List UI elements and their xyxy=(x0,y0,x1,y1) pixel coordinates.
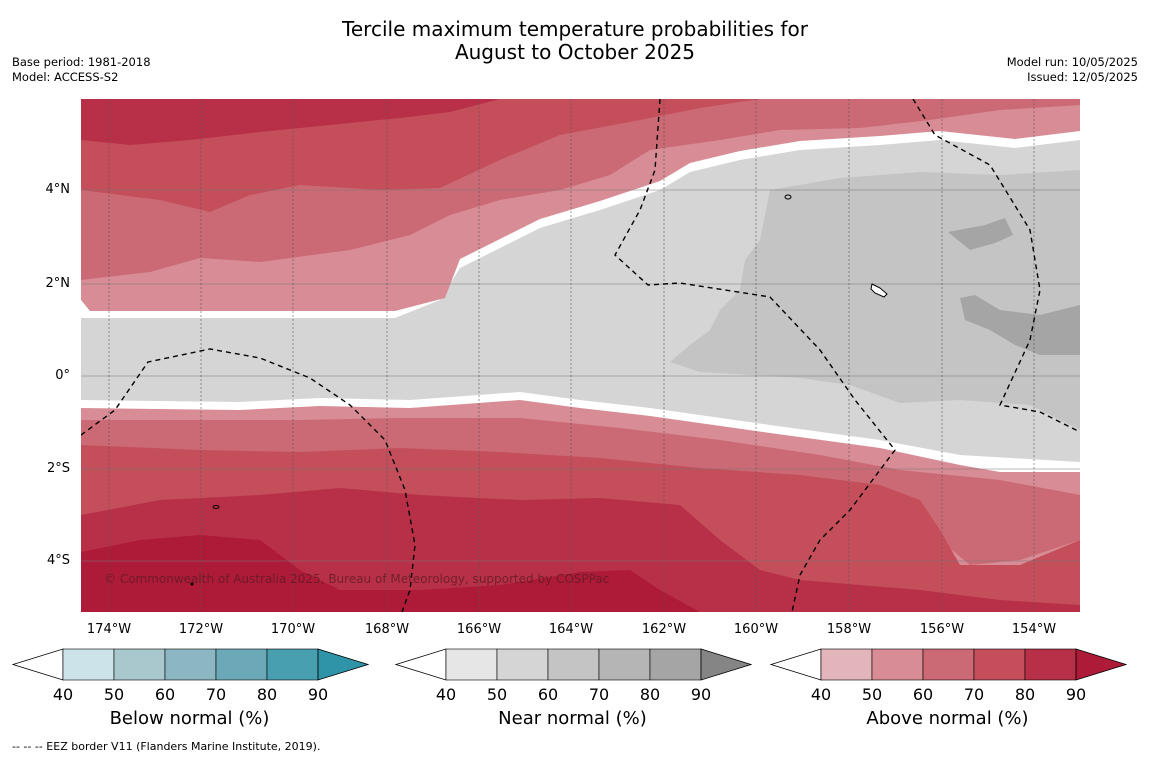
colorbar-low-extend xyxy=(770,648,822,681)
longitude-label: 168°W xyxy=(364,622,410,637)
colorbar-tick-label: 60 xyxy=(537,685,559,704)
eez-footnote: -- -- -- EEZ border V11 (Flanders Marine… xyxy=(12,740,321,753)
colorbar-tick-label: 60 xyxy=(912,685,934,704)
copyright-notice: © Commonwealth of Australia 2025, Bureau… xyxy=(104,572,610,586)
colorbar-tick-label: 50 xyxy=(103,685,125,704)
eez-border-line-2 xyxy=(614,99,896,612)
longitude-label: 170°W xyxy=(270,622,316,637)
colorbar-tick-label: 70 xyxy=(205,685,227,704)
colorbar-high-extend xyxy=(1075,648,1127,681)
latitude-label: 4°N xyxy=(45,182,71,197)
longitude-label: 162°W xyxy=(641,622,687,637)
colorbar-high-extend xyxy=(317,648,369,681)
longitude-label: 160°W xyxy=(733,622,779,637)
longitude-label: 158°W xyxy=(826,622,872,637)
model-name: Model: ACCESS-S2 xyxy=(12,70,119,84)
colorbar-segment xyxy=(113,648,166,681)
colorbar-tick-label: 90 xyxy=(690,685,712,704)
longitude-label: 166°W xyxy=(456,622,502,637)
base-period: Base period: 1981-2018 xyxy=(12,55,151,69)
colorbar-title: Below normal (%) xyxy=(109,708,270,729)
colorbar-segment xyxy=(1024,648,1077,681)
colorbar-segment xyxy=(871,648,924,681)
above-normal-north-80 xyxy=(81,99,500,145)
colorbar-tick-label: 80 xyxy=(256,685,278,704)
island-outline xyxy=(212,505,220,509)
colorbar-tick-label: 40 xyxy=(810,685,832,704)
colorbar-segment xyxy=(215,648,268,681)
issued-date: Issued: 12/05/2025 xyxy=(1027,70,1138,84)
longitude-label: 164°W xyxy=(548,622,594,637)
colorbar-segment xyxy=(820,648,873,681)
near-normal-70-region-north xyxy=(948,218,1013,250)
colorbar-high-extend xyxy=(700,648,752,681)
colorbar-segment xyxy=(973,648,1026,681)
island-dot xyxy=(190,582,194,586)
colorbar-tick-label: 50 xyxy=(486,685,508,704)
gridlines xyxy=(81,99,1080,612)
colorbar-low-extend xyxy=(12,648,64,681)
colorbar-tick-label: 70 xyxy=(588,685,610,704)
latitude-label: 4°S xyxy=(46,553,70,568)
colorbar-tick-label: 40 xyxy=(435,685,457,704)
island-outline xyxy=(870,283,888,298)
longitude-label: 156°W xyxy=(919,622,965,637)
title-line-1: Tercile maximum temperature probabilitie… xyxy=(342,17,808,41)
metadata-right: Model run: 10/05/2025 Issued: 12/05/2025 xyxy=(1007,55,1138,85)
colorbar-tick-label: 50 xyxy=(861,685,883,704)
longitude-label: 154°W xyxy=(1011,622,1057,637)
colorbar xyxy=(12,648,369,681)
metadata-left: Base period: 1981-2018 Model: ACCESS-S2 xyxy=(12,55,151,85)
colorbar-segment xyxy=(922,648,975,681)
colorbar-tick-label: 80 xyxy=(1014,685,1036,704)
latitude-label: 0° xyxy=(55,368,70,383)
island-outline xyxy=(784,194,792,200)
map-title: Tercile maximum temperature probabilitie… xyxy=(0,18,1150,64)
colorbar-segment xyxy=(496,648,549,681)
colorbar xyxy=(770,648,1127,681)
latitude-label: 2°N xyxy=(45,276,71,291)
colorbar-segment xyxy=(164,648,217,681)
near-normal-70-region-east xyxy=(960,295,1080,355)
colorbar-tick-label: 90 xyxy=(307,685,329,704)
eez-border-line xyxy=(81,348,416,612)
colorbar-segment xyxy=(62,648,115,681)
colorbar-segment xyxy=(547,648,600,681)
colorbar-segment xyxy=(649,648,702,681)
colorbar-tick-label: 80 xyxy=(639,685,661,704)
above-normal-south-80 xyxy=(81,488,1080,612)
longitude-label: 172°W xyxy=(178,622,224,637)
colorbar-low-extend xyxy=(395,648,447,681)
colorbar-tick-label: 40 xyxy=(52,685,74,704)
colorbar-tick-label: 70 xyxy=(963,685,985,704)
colorbar-tick-label: 90 xyxy=(1065,685,1087,704)
model-run: Model run: 10/05/2025 xyxy=(1006,55,1138,69)
colorbar-title: Above normal (%) xyxy=(866,708,1029,729)
colorbar xyxy=(395,648,752,681)
colorbar-segment xyxy=(266,648,319,681)
eez-border-line-3 xyxy=(912,99,1080,433)
colorbar-title: Near normal (%) xyxy=(498,708,647,729)
longitude-label: 174°W xyxy=(86,622,132,637)
above-normal-south-90 xyxy=(81,535,700,612)
title-line-2: August to October 2025 xyxy=(454,40,696,64)
colorbar-segment xyxy=(445,648,498,681)
map-fill-layer xyxy=(81,99,1080,612)
colorbar-tick-label: 60 xyxy=(154,685,176,704)
latitude-label: 2°S xyxy=(46,461,70,476)
colorbar-segment xyxy=(598,648,651,681)
